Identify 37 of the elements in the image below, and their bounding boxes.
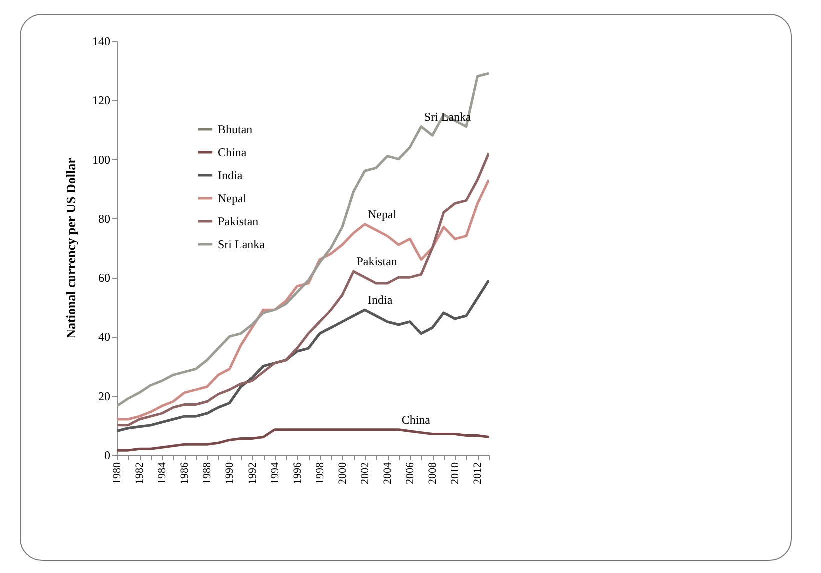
x-tick-label: 1982 bbox=[134, 462, 146, 484]
annotation: India bbox=[368, 293, 394, 308]
x-tick-label: 2008 bbox=[427, 462, 440, 484]
x-tick-label: 1994 bbox=[269, 462, 282, 484]
y-tick-label: 60 bbox=[98, 271, 110, 286]
legend-label: India bbox=[218, 168, 244, 182]
x-tick-label: 1990 bbox=[224, 462, 236, 484]
y-tick-label: 0 bbox=[104, 448, 110, 462]
y-tick-label: 80 bbox=[98, 212, 110, 226]
y-tick-label: 40 bbox=[98, 330, 110, 344]
annotation: Sri Lanka bbox=[424, 110, 472, 124]
legend-label: Bhutan bbox=[218, 122, 253, 136]
legend-label: Nepal bbox=[218, 192, 248, 206]
x-tick-label: 1996 bbox=[292, 462, 304, 484]
legend-label: China bbox=[218, 146, 248, 160]
x-tick-label: 2012 bbox=[472, 462, 484, 484]
x-tick-label: 2004 bbox=[382, 462, 394, 484]
x-tick-label: 1986 bbox=[179, 462, 192, 484]
x-tick-label: 2000 bbox=[336, 462, 349, 484]
x-tick-label: 1988 bbox=[202, 462, 214, 484]
y-tick-label: 100 bbox=[92, 152, 110, 167]
x-tick-label: 2006 bbox=[404, 462, 417, 484]
x-tick-label: 2002 bbox=[360, 462, 372, 484]
x-tick-label: 1992 bbox=[246, 462, 259, 484]
x-tick-label: 1998 bbox=[314, 462, 326, 484]
x-tick-label: 2010 bbox=[450, 462, 462, 484]
x-tick-label: 1984 bbox=[156, 462, 169, 484]
legend-label: Pakistan bbox=[218, 214, 259, 228]
y-tick-label: 120 bbox=[92, 94, 110, 108]
x-tick-label: 1980 bbox=[112, 462, 124, 484]
y-tick-label: 140 bbox=[92, 34, 110, 48]
annotation: China bbox=[402, 412, 432, 427]
annotation: Pakistan bbox=[356, 254, 398, 269]
legend-label: Sri Lanka bbox=[218, 238, 266, 252]
annotation: Nepal bbox=[368, 207, 398, 222]
y-axis-title: National currency per US Dollar bbox=[64, 158, 78, 339]
y-tick-label: 20 bbox=[98, 389, 110, 404]
